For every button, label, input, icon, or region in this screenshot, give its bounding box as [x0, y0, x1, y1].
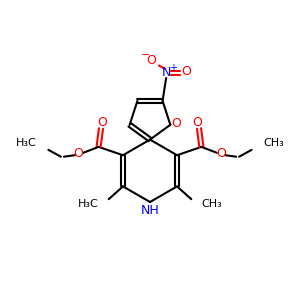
Text: +: + [169, 63, 177, 73]
Text: CH₃: CH₃ [263, 138, 284, 148]
Text: O: O [74, 147, 84, 160]
Text: H₃C: H₃C [16, 138, 37, 148]
Text: O: O [181, 65, 191, 78]
Text: O: O [216, 147, 226, 160]
Text: CH₃: CH₃ [201, 199, 222, 209]
Text: O: O [146, 54, 156, 67]
Text: H₃C: H₃C [78, 199, 99, 209]
Text: N: N [161, 66, 171, 80]
Text: NH: NH [141, 204, 159, 218]
Text: O: O [171, 117, 181, 130]
Text: −: − [141, 50, 150, 60]
Text: O: O [193, 116, 202, 129]
Text: O: O [98, 116, 107, 129]
